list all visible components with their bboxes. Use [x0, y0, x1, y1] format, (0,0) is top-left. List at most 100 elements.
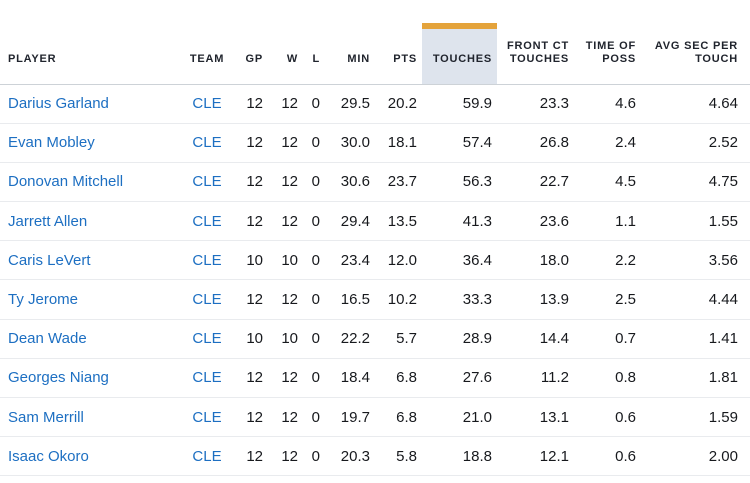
- w-cell: 12: [281, 369, 298, 387]
- min-cell: 29.4: [340, 212, 370, 230]
- min-cell: 18.4: [340, 369, 370, 387]
- team-cell: CLE: [182, 398, 232, 437]
- col-header-l[interactable]: L: [298, 0, 320, 84]
- col-header-time-of-poss[interactable]: TIME OF POSS: [569, 0, 636, 84]
- avg_sec_per_touch-cell: 2.00: [708, 447, 738, 465]
- time_of_poss-cell: 2.5: [615, 291, 636, 309]
- team-link[interactable]: CLE: [192, 330, 222, 348]
- player-link[interactable]: Evan Mobley: [8, 134, 95, 152]
- w-cell: 12: [281, 173, 298, 191]
- front_ct_touches-cell: 13.9: [539, 291, 569, 309]
- col-header-pts[interactable]: PTS: [370, 0, 417, 84]
- table-row: Ty Jerome CLE 12 12 0 16.5 10.2 33.3 13.9 2.5 4.44: [0, 280, 750, 320]
- table-row: Evan Mobley CLE 12 12 0 30.0 18.1 57.4 26.8 2.4 2.…: [0, 123, 750, 163]
- l-cell: 0: [311, 134, 320, 152]
- touches-column-highlight-accent-bar: [422, 23, 497, 84]
- team-cell: CLE: [182, 202, 232, 241]
- player-link[interactable]: Ty Jerome: [8, 291, 79, 309]
- front_ct_touches-cell: 18.0: [539, 251, 569, 269]
- l-cell: 0: [311, 330, 320, 348]
- touches-cell: 33.3: [462, 291, 492, 309]
- table-row: Darius Garland CLE 12 12 0 29.5 20.2 59.9 23.3 4.…: [0, 84, 750, 124]
- l-cell: 0: [311, 408, 320, 426]
- col-header-front-ct-touches[interactable]: FRONT CT TOUCHES: [497, 0, 569, 84]
- team-link[interactable]: CLE: [192, 291, 222, 309]
- team-link[interactable]: CLE: [192, 408, 222, 426]
- w-cell: 12: [281, 408, 298, 426]
- player-link[interactable]: Georges Niang: [8, 369, 109, 387]
- player-link[interactable]: Caris LeVert: [8, 251, 91, 269]
- touches-cell: 41.3: [462, 212, 492, 230]
- pts-cell: 12.0: [387, 251, 417, 269]
- player-link[interactable]: Donovan Mitchell: [8, 173, 124, 191]
- l-cell: 0: [311, 447, 320, 465]
- col-header-avg-sec-per-touch[interactable]: AVG SEC PER TOUCH: [636, 0, 750, 84]
- table-row: Donovan Mitchell CLE 12 12 0 30.6 23.7 56.3 22.7…: [0, 162, 750, 202]
- team-link[interactable]: CLE: [192, 173, 222, 191]
- team-link[interactable]: CLE: [192, 447, 222, 465]
- touches-cell: 18.8: [462, 447, 492, 465]
- front_ct_touches-cell: 11.2: [540, 369, 569, 387]
- min-cell: 29.5: [340, 95, 370, 113]
- team-cell: CLE: [182, 162, 232, 201]
- pts-cell: 18.1: [387, 134, 417, 152]
- player-link[interactable]: Dean Wade: [8, 330, 87, 348]
- table-row: Sam Merrill CLE 12 12 0 19.7 6.8 21.0 13.1 0.6 1.5…: [0, 398, 750, 437]
- col-header-gp[interactable]: GP: [232, 0, 263, 84]
- table-row: Georges Niang CLE 12 12 0 18.4 6.8 27.6 11.2 0.8 1…: [0, 358, 750, 398]
- front_ct_touches-cell: 23.6: [539, 212, 569, 230]
- player-cell: Georges Niang: [0, 358, 182, 397]
- col-header-min-label: MIN: [347, 52, 370, 65]
- team-link[interactable]: CLE: [192, 251, 222, 269]
- player-link[interactable]: Sam Merrill: [8, 408, 84, 426]
- min-cell: 19.7: [340, 408, 370, 426]
- min-cell: 30.0: [340, 134, 370, 152]
- player-link[interactable]: Isaac Okoro: [8, 447, 89, 465]
- team-cell: CLE: [182, 241, 232, 280]
- min-cell: 16.5: [340, 291, 370, 309]
- avg_sec_per_touch-cell: 4.44: [708, 291, 738, 309]
- col-header-touches-selected[interactable]: TOUCHES: [417, 0, 497, 84]
- col-header-avg-sec-per-touch-label: AVG SEC PER TOUCH: [654, 39, 738, 65]
- team-link[interactable]: CLE: [192, 369, 222, 387]
- team-cell: CLE: [182, 280, 232, 319]
- time_of_poss-cell: 0.8: [615, 369, 636, 387]
- col-header-gp-label: GP: [245, 52, 263, 65]
- col-header-team-label: TEAM: [189, 52, 225, 65]
- touches-cell: 21.0: [462, 408, 492, 426]
- touches-cell: 27.6: [462, 369, 492, 387]
- col-header-team[interactable]: TEAM: [182, 0, 232, 84]
- team-cell: CLE: [182, 358, 232, 397]
- team-link[interactable]: CLE: [192, 134, 222, 152]
- min-cell: 30.6: [340, 173, 370, 191]
- col-header-player[interactable]: PLAYER: [0, 0, 182, 84]
- time_of_poss-cell: 0.6: [615, 447, 636, 465]
- pts-cell: 13.5: [387, 212, 417, 230]
- player-cell: Caris LeVert: [0, 241, 182, 280]
- player-link[interactable]: Jarrett Allen: [8, 212, 88, 230]
- avg_sec_per_touch-cell: 2.52: [708, 134, 738, 152]
- avg_sec_per_touch-cell: 1.55: [708, 212, 738, 230]
- w-cell: 12: [281, 291, 298, 309]
- min-cell: 20.3: [340, 447, 370, 465]
- time_of_poss-cell: 0.6: [615, 408, 636, 426]
- col-header-time-of-poss-label: TIME OF POSS: [585, 39, 636, 65]
- team-link[interactable]: CLE: [192, 212, 222, 230]
- player-cell: Dean Wade: [0, 319, 182, 358]
- team-link[interactable]: CLE: [192, 95, 222, 113]
- table-body: Darius Garland CLE 12 12 0 29.5 20.2 59.9 23.3 4.…: [0, 84, 750, 476]
- avg_sec_per_touch-cell: 4.64: [708, 95, 738, 113]
- gp-cell: 12: [246, 212, 263, 230]
- col-header-player-label: PLAYER: [8, 52, 57, 65]
- pts-cell: 5.8: [396, 447, 417, 465]
- w-cell: 10: [281, 330, 298, 348]
- col-header-min[interactable]: MIN: [320, 0, 370, 84]
- touches-cell: 56.3: [462, 173, 492, 191]
- time_of_poss-cell: 4.6: [615, 95, 636, 113]
- time_of_poss-cell: 4.5: [615, 173, 636, 191]
- player-link[interactable]: Darius Garland: [8, 95, 109, 113]
- pts-cell: 6.8: [396, 369, 417, 387]
- team-cell: CLE: [182, 437, 232, 476]
- col-header-w[interactable]: W: [263, 0, 298, 84]
